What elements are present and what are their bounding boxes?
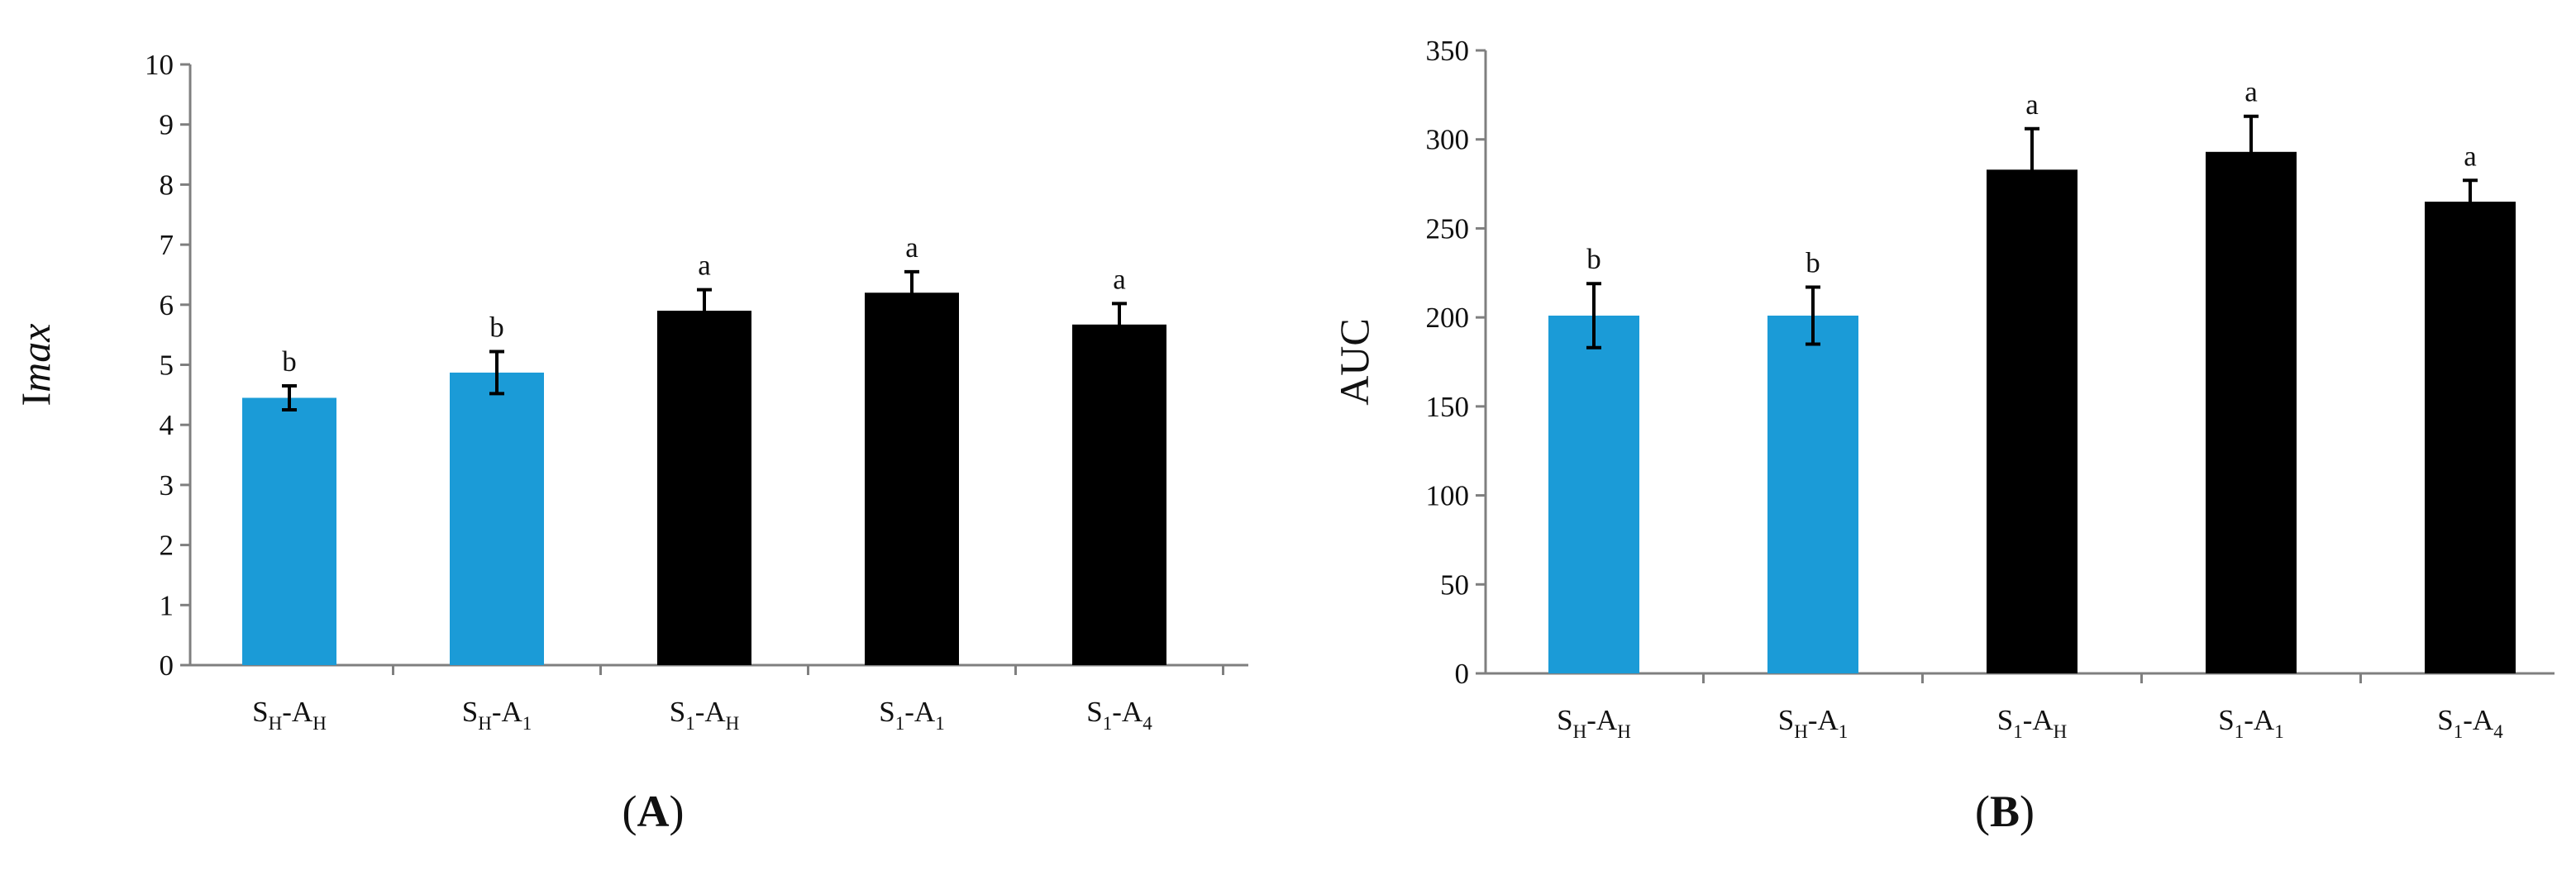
chart-panel-B: 0 50 100 150 200 250 300 350 AUC b SH-AH b SH-A1 a S1-… (1331, 35, 2555, 836)
y-tick-label: 5 (160, 350, 174, 382)
y-tick-label: 0 (160, 649, 174, 682)
category-label: S1-AH (670, 696, 740, 734)
significance-label: b (1806, 247, 1820, 279)
error-bar (1586, 282, 1601, 350)
error-bar (2244, 114, 2259, 189)
y-tick-label: 8 (160, 169, 174, 201)
error-bar (1806, 285, 1820, 346)
y-tick-label: 3 (160, 469, 174, 502)
significance-label: a (1113, 263, 1126, 295)
y-axis-label-main: I (12, 392, 59, 407)
y-tick-label: 10 (145, 49, 174, 81)
category-label: SH-AH (252, 696, 327, 734)
error-bar (2463, 178, 2478, 225)
error-bar (904, 269, 919, 316)
bar (1987, 169, 2077, 673)
error-bar (489, 350, 504, 396)
category-label: SH-A1 (462, 696, 532, 734)
category-label: S1-A1 (2218, 704, 2283, 742)
y-tick-label: 350 (1426, 35, 1470, 67)
bar (2425, 202, 2516, 674)
significance-label: a (2244, 76, 2258, 108)
y-tick-label: 150 (1426, 391, 1470, 423)
significance-label: b (489, 311, 504, 344)
significance-label: b (282, 345, 297, 378)
y-tick-label: 250 (1426, 212, 1470, 245)
category-label: S1-A1 (879, 696, 944, 734)
y-tick-label: 7 (160, 229, 174, 261)
panel-label: (A) (623, 787, 685, 836)
significance-label: a (905, 231, 918, 264)
category-label: S1-AH (1997, 704, 2068, 742)
significance-label: a (698, 250, 711, 282)
error-bar (1112, 302, 1127, 348)
y-tick-label: 300 (1426, 124, 1470, 156)
error-bar (282, 383, 297, 412)
category-label: S1-A4 (2437, 704, 2503, 742)
y-tick-label: 100 (1426, 480, 1470, 512)
bar (865, 292, 959, 665)
error-bar (697, 288, 712, 334)
category-label: S1-A4 (1086, 696, 1152, 734)
panel-label: (B) (1975, 787, 2035, 836)
bar (242, 397, 336, 665)
bar (2206, 151, 2297, 673)
category-label: SH-A1 (1778, 704, 1849, 742)
bar (1767, 315, 1858, 673)
y-tick-label: 2 (160, 530, 174, 562)
y-axis-label-italic: max (12, 324, 59, 392)
y-tick-label: 1 (160, 589, 174, 621)
y-axis-label: Imax (12, 324, 59, 407)
bar (450, 372, 544, 665)
error-bar (2025, 126, 2039, 212)
bar (1072, 324, 1166, 665)
y-axis-label: AUC (1331, 318, 1377, 406)
significance-label: a (2025, 88, 2039, 121)
y-tick-label: 50 (1440, 568, 1469, 601)
bar (657, 311, 751, 665)
y-tick-label: 9 (160, 109, 174, 141)
y-tick-label: 0 (1455, 658, 1470, 690)
chart-panel-A: 0 1 2 3 4 5 6 7 8 9 10 Imax b SH-AH b SH-A1 a S1-AH a S1-A1… (12, 49, 1248, 836)
y-tick-label: 6 (160, 289, 174, 321)
y-tick-label: 200 (1426, 302, 1470, 334)
bar (1548, 315, 1639, 673)
significance-label: a (2464, 140, 2477, 172)
y-axis-label-main: AUC (1331, 318, 1377, 406)
significance-label: b (1586, 243, 1601, 275)
y-tick-label: 4 (160, 409, 174, 441)
category-label: SH-AH (1557, 704, 1631, 742)
